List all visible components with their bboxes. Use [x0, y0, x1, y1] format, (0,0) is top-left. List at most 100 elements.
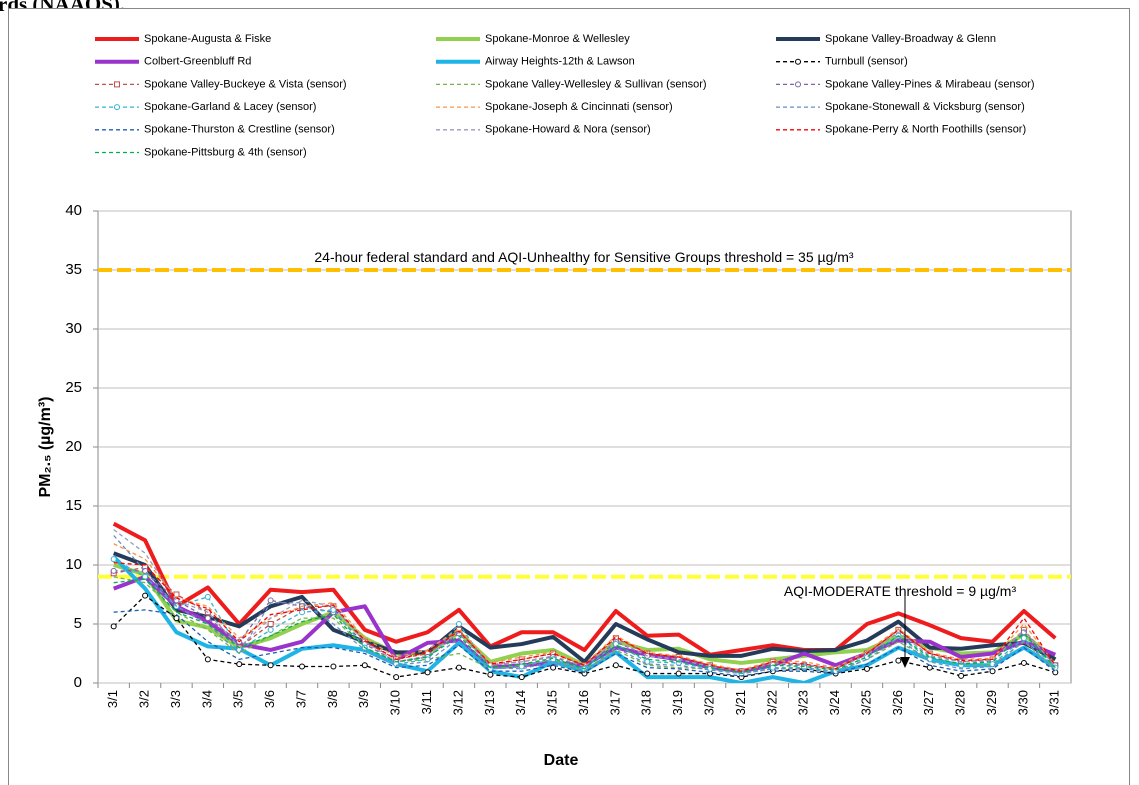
series-marker — [863, 665, 870, 672]
x-tick-label: 3/28 — [953, 690, 968, 715]
series-marker — [895, 657, 902, 664]
legend-label: Spokane-Thurston & Crestline (sensor) — [144, 124, 335, 136]
legend-label: Spokane Valley-Pines & Mirabeau (sensor) — [825, 78, 1035, 90]
legend-item: Spokane Valley-Buckeye & Vista (sensor) — [95, 78, 347, 90]
reference-label: AQI-MODERATE threshold = 9 µg/m³ — [784, 583, 1017, 599]
x-tick-label: 3/22 — [764, 690, 779, 715]
series-marker — [361, 662, 368, 669]
x-tick-label: 3/12 — [450, 690, 465, 715]
x-tick-label: 3/5 — [231, 690, 246, 708]
series-marker — [110, 623, 117, 630]
y-tick-label: 15 — [65, 497, 82, 514]
series-marker — [204, 593, 211, 600]
legend-label: Spokane-Perry & North Foothills (sensor) — [825, 124, 1026, 136]
legend-label: Spokane-Joseph & Cincinnati (sensor) — [485, 101, 673, 113]
series-marker — [267, 626, 274, 633]
legend-item: Turnbull (sensor) — [776, 56, 908, 68]
series-marker — [550, 664, 557, 671]
series-line — [113, 578, 1056, 674]
series-line — [112, 551, 1057, 664]
x-tick-label: 3/17 — [607, 690, 622, 715]
series-line — [112, 521, 1057, 657]
x-tick-label: 3/14 — [513, 690, 528, 715]
x-tick-label: 3/23 — [796, 690, 811, 715]
series-marker — [299, 609, 306, 616]
legend-label: Spokane-Augusta & Fiske — [144, 33, 271, 45]
legend-label: Spokane-Garland & Lacey (sensor) — [144, 101, 316, 113]
x-tick-label: 3/13 — [482, 690, 497, 715]
x-tick-label: 3/19 — [670, 690, 685, 715]
x-tick-label: 3/15 — [545, 690, 560, 715]
legend-item: Colbert-Greenbluff Rd — [95, 56, 251, 68]
x-tick-label: 3/8 — [325, 690, 340, 708]
series-marker — [110, 556, 117, 563]
legend-marker — [795, 81, 801, 88]
series-marker — [455, 664, 462, 671]
series-marker — [173, 591, 180, 598]
legend-item: Spokane Valley-Wellesley & Sullivan (sen… — [436, 78, 707, 90]
annotation-arrowhead — [900, 657, 910, 668]
y-tick-label: 25 — [65, 379, 82, 396]
x-tick-label: 3/11 — [419, 690, 434, 714]
series-line — [113, 609, 1056, 677]
y-tick-label: 40 — [65, 202, 82, 219]
legend-item: Spokane-Monroe & Wellesley — [436, 33, 630, 45]
series-marker — [518, 674, 525, 681]
series-marker — [267, 621, 274, 627]
series-marker — [299, 663, 306, 670]
series-marker — [455, 621, 462, 627]
reference-label: 24-hour federal standard and AQI-Unhealt… — [314, 249, 854, 265]
x-tick-label: 3/30 — [1015, 690, 1030, 715]
legend-item: Spokane Valley-Pines & Mirabeau (sensor) — [776, 78, 1035, 90]
x-tick-label: 3/27 — [921, 690, 936, 715]
series-marker — [236, 661, 243, 668]
x-tick-label: 3/1 — [105, 690, 120, 708]
series-line — [113, 561, 1056, 672]
series-marker — [330, 663, 337, 670]
y-tick-label: 30 — [65, 320, 82, 337]
x-tick-label: 3/16 — [576, 690, 591, 715]
legend-item: Spokane-Augusta & Fiske — [95, 33, 271, 45]
series-marker — [675, 670, 682, 677]
x-tick-label: 3/10 — [388, 690, 403, 715]
y-tick-label: 0 — [74, 674, 82, 691]
legend-label: Spokane-Stonewall & Vicksburg (sensor) — [825, 101, 1025, 113]
series-marker — [267, 662, 274, 669]
series-marker — [1020, 659, 1027, 666]
legend-item: Spokane-Perry & North Foothills (sensor) — [776, 124, 1026, 136]
legend-item: Spokane-Howard & Nora (sensor) — [436, 124, 651, 136]
y-tick-label: 35 — [65, 261, 82, 278]
series-marker — [110, 567, 117, 574]
x-tick-label: 3/7 — [293, 690, 308, 708]
legend-label: Airway Heights-12th & Lawson — [485, 56, 635, 68]
series-marker — [424, 669, 431, 676]
x-tick-label: 3/2 — [137, 690, 152, 708]
y-tick-label: 10 — [65, 556, 82, 573]
series-marker — [204, 615, 211, 622]
legend-label: Spokane Valley-Buckeye & Vista (sensor) — [144, 78, 347, 90]
x-tick-label: 3/26 — [890, 690, 905, 715]
y-tick-label: 5 — [74, 615, 82, 632]
series-line — [113, 535, 1056, 675]
x-tick-label: 3/9 — [356, 690, 371, 708]
legend-label: Spokane Valley-Broadway & Glenn — [825, 33, 996, 45]
x-tick-label: 3/29 — [984, 690, 999, 715]
series-marker — [142, 592, 149, 599]
series-line — [113, 529, 1056, 672]
series-marker — [204, 656, 211, 663]
x-tick-label: 3/3 — [168, 690, 183, 708]
x-tick-label: 3/31 — [1047, 690, 1062, 715]
legend-item: Spokane-Pittsburg & 4th (sensor) — [95, 146, 307, 158]
x-tick-label: 3/21 — [733, 690, 748, 715]
x-tick-label: 3/6 — [262, 690, 277, 708]
x-tick-label: 3/18 — [639, 690, 654, 715]
series-marker — [612, 662, 619, 669]
series-marker — [393, 674, 400, 681]
series-marker — [1020, 635, 1027, 642]
legend-marker — [114, 104, 120, 111]
legend-label: Colbert-Greenbluff Rd — [144, 56, 251, 68]
y-tick-label: 20 — [65, 438, 82, 455]
legend-item: Spokane Valley-Broadway & Glenn — [776, 33, 996, 45]
